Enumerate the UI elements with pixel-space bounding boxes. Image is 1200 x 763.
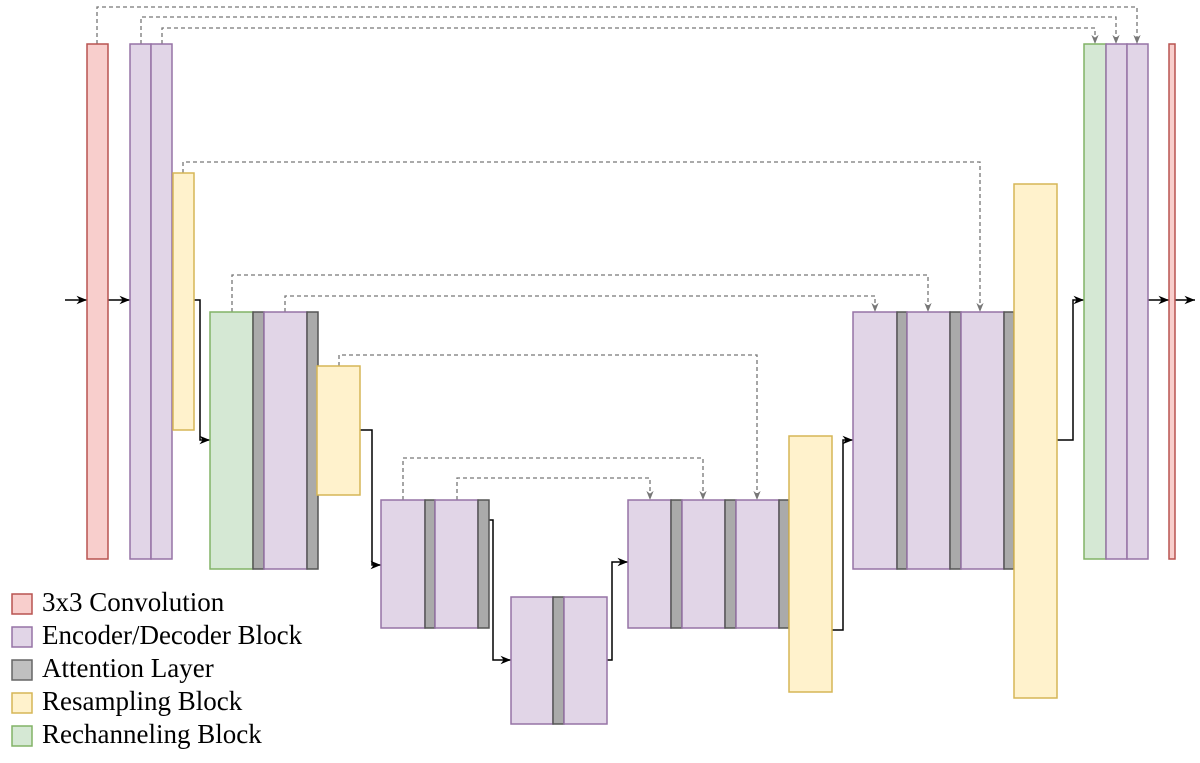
encoder-decoder-block bbox=[1105, 43, 1128, 560]
encoder-decoder-block bbox=[960, 311, 1005, 570]
flow-arrow bbox=[1057, 295, 1084, 441]
legend: 3x3 Convolution Encoder/Decoder Block At… bbox=[11, 587, 303, 749]
conv-block bbox=[1168, 43, 1176, 560]
encoder-decoder-block bbox=[563, 596, 608, 725]
flow-arrow bbox=[360, 429, 381, 570]
encoder-decoder-block bbox=[129, 43, 152, 560]
attention-layer bbox=[424, 499, 436, 629]
skip-connection bbox=[161, 27, 1099, 44]
legend-swatch bbox=[11, 725, 33, 747]
resampling-block bbox=[1013, 183, 1058, 699]
encoder-decoder-block bbox=[627, 499, 672, 629]
skip-connection bbox=[284, 295, 879, 312]
attention-layer bbox=[778, 499, 790, 629]
legend-swatch bbox=[11, 659, 33, 681]
conv-block bbox=[86, 43, 109, 560]
legend-label: Rechanneling Block bbox=[42, 719, 262, 749]
attention-layer bbox=[670, 499, 683, 629]
resampling-block bbox=[788, 435, 833, 693]
legend-swatch bbox=[11, 692, 33, 714]
legend-label: Attention Layer bbox=[42, 653, 214, 683]
legend-swatch bbox=[11, 626, 33, 648]
main-flow bbox=[65, 295, 1195, 665]
attention-layer bbox=[1003, 311, 1015, 570]
resampling-block bbox=[172, 172, 195, 431]
legend-label: Encoder/Decoder Block bbox=[42, 620, 303, 650]
legend-label: 3x3 Convolution bbox=[42, 587, 225, 617]
encoder-decoder-block bbox=[510, 596, 554, 725]
flow-arrow bbox=[832, 435, 853, 631]
encoder-decoder-block bbox=[434, 499, 479, 629]
legend-swatch bbox=[11, 593, 33, 615]
encoder-decoder-block bbox=[852, 311, 898, 570]
encoder-decoder-block bbox=[380, 499, 426, 629]
legend-label: Resampling Block bbox=[42, 686, 243, 716]
skip-connection bbox=[402, 457, 707, 500]
skip-connections bbox=[96, 6, 1141, 500]
skip-connection bbox=[456, 477, 654, 500]
skip-connection bbox=[140, 16, 1120, 44]
skip-connection bbox=[338, 354, 761, 500]
encoder-decoder-block bbox=[906, 311, 951, 570]
encoder-decoder-block bbox=[1126, 43, 1149, 560]
attention-layer bbox=[477, 499, 490, 629]
attention-layer bbox=[552, 596, 565, 725]
encoder-decoder-block bbox=[263, 311, 308, 570]
blocks bbox=[86, 43, 1176, 725]
flow-arrow bbox=[489, 519, 511, 665]
encoder-decoder-block bbox=[735, 499, 780, 629]
encoder-decoder-block bbox=[681, 499, 726, 629]
flow-arrow bbox=[607, 557, 628, 661]
attention-layer bbox=[724, 499, 737, 629]
resampling-block bbox=[316, 365, 361, 496]
flow-arrow bbox=[194, 299, 210, 445]
skip-connection bbox=[182, 161, 984, 312]
rechanneling-block bbox=[1083, 43, 1107, 560]
attention-layer bbox=[252, 311, 265, 570]
rechanneling-block bbox=[209, 311, 254, 570]
skip-connection bbox=[96, 6, 1141, 44]
attention-layer bbox=[949, 311, 962, 570]
attention-layer bbox=[896, 311, 908, 570]
encoder-decoder-block bbox=[150, 43, 173, 560]
skip-connection bbox=[231, 274, 932, 312]
